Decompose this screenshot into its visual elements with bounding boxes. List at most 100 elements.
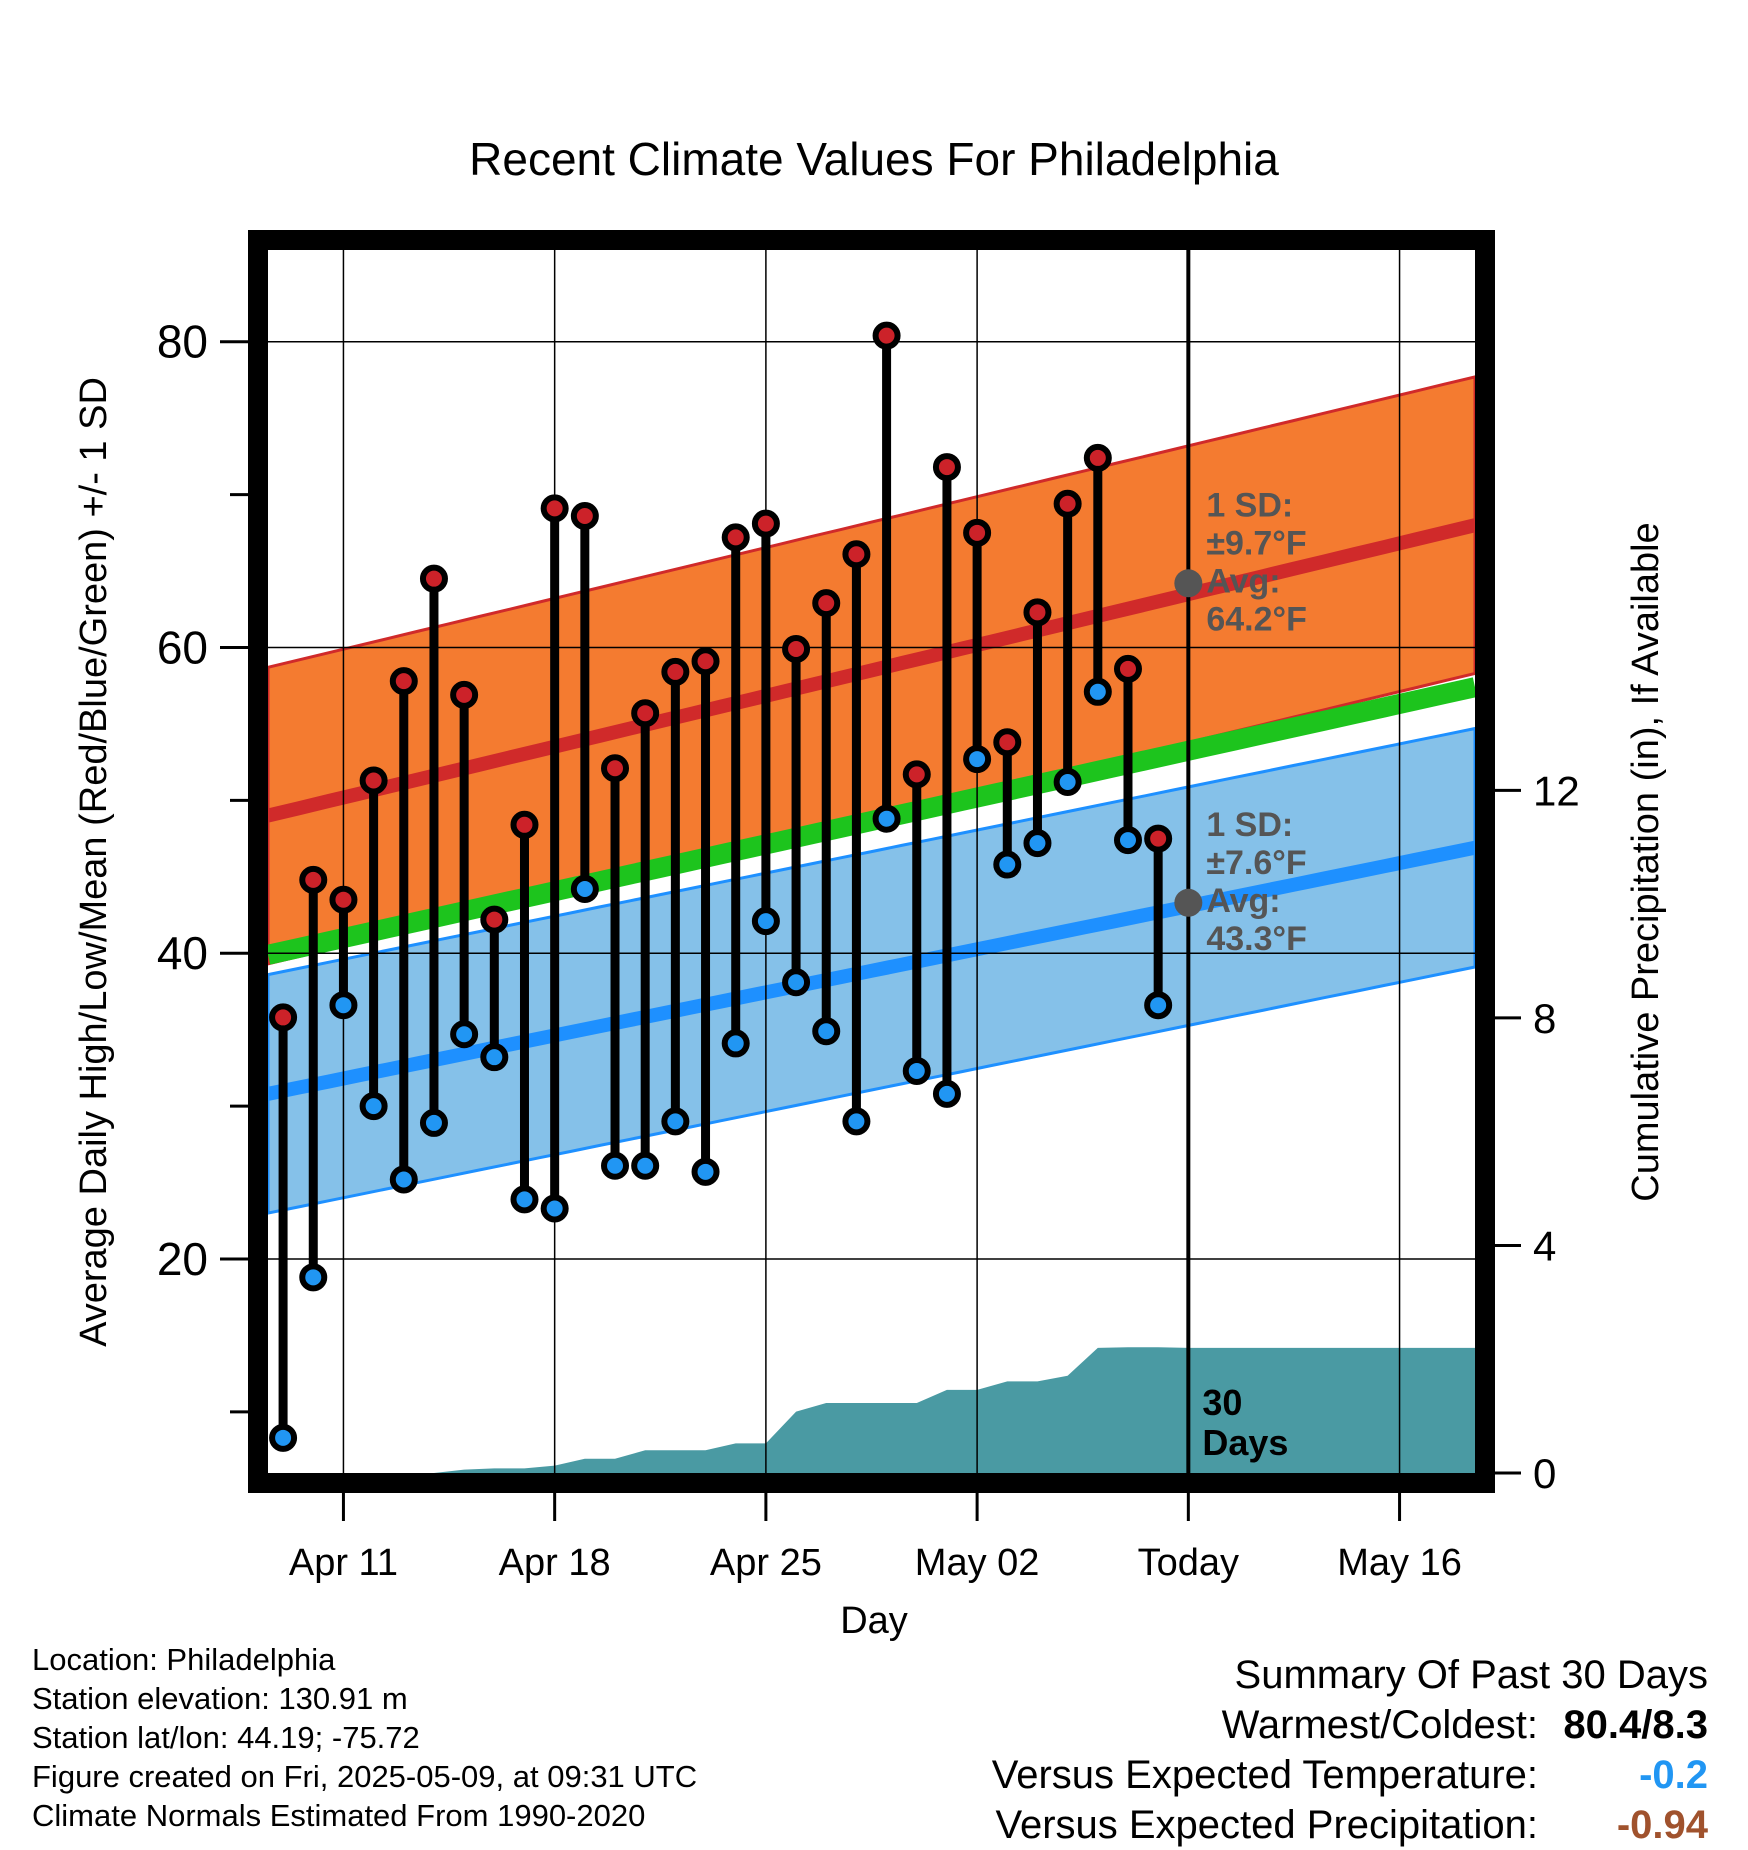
normals-text: Climate Normals Estimated From 1990-2020 — [32, 1798, 646, 1833]
high-point — [1053, 489, 1082, 518]
today-high-avg-marker — [1174, 569, 1203, 598]
high-point — [812, 589, 841, 618]
precipitation-area — [268, 1347, 1475, 1473]
high-annotation-line3: Avg: — [1206, 562, 1280, 600]
summary-row-precip: Versus Expected Precipitation: -0.94 — [992, 1800, 1708, 1850]
low-point — [419, 1108, 448, 1137]
low-point — [510, 1185, 539, 1214]
low-point — [661, 1107, 690, 1136]
high-annotation-line1: 1 SD: — [1206, 486, 1293, 524]
high-point — [269, 1003, 298, 1032]
high-point — [631, 699, 660, 728]
high-point — [601, 754, 630, 783]
temp-value: -0.2 — [1639, 1753, 1708, 1797]
high-point — [963, 518, 992, 547]
days-label-text: Days — [1202, 1422, 1288, 1463]
high-point — [902, 760, 931, 789]
high-point — [329, 885, 358, 914]
high-point — [419, 564, 448, 593]
high-point — [782, 635, 811, 664]
high-point — [691, 647, 720, 676]
low-point — [993, 850, 1022, 879]
elevation-text: Station elevation: 130.91 m — [32, 1681, 408, 1716]
low-annotation-line1: 1 SD: — [1206, 806, 1293, 844]
high-point — [450, 680, 479, 709]
y2-tick-label: 8 — [1533, 995, 1556, 1042]
low-point — [450, 1020, 479, 1049]
summary-row-temp: Versus Expected Temperature: -0.2 — [992, 1750, 1708, 1800]
low-point — [751, 907, 780, 936]
high-annotation-line4: 64.2°F — [1206, 600, 1307, 638]
high-point — [993, 728, 1022, 757]
high-point — [1023, 598, 1052, 627]
latlon-text: Station lat/lon: 44.19; -75.72 — [32, 1720, 420, 1755]
x-tick-label: Apr 18 — [499, 1542, 611, 1584]
high-point — [1083, 443, 1112, 472]
x-tick-label: Apr 11 — [289, 1542, 398, 1584]
y2-tick-label: 12 — [1533, 767, 1580, 814]
low-point — [359, 1092, 388, 1121]
x-axis-label: Day — [840, 1600, 908, 1642]
warmest-value: 80.4/8.3 — [1563, 1703, 1708, 1747]
low-point — [1144, 991, 1173, 1020]
x-tick-label: Today — [1138, 1542, 1239, 1584]
low-point — [1083, 677, 1112, 706]
high-annotation-line2: ±9.7°F — [1206, 524, 1306, 562]
y-tick-label: 60 — [157, 621, 208, 673]
summary-heading: Summary Of Past 30 Days — [1234, 1653, 1708, 1697]
low-point — [480, 1043, 509, 1072]
low-point — [601, 1151, 630, 1180]
low-point — [540, 1194, 569, 1223]
high-point — [872, 321, 901, 350]
precip-value: -0.94 — [1616, 1803, 1708, 1847]
station-info: Location: Philadelphia Station elevation… — [32, 1640, 697, 1835]
low-annotation-line2: ±7.6°F — [1206, 844, 1306, 882]
high-point — [480, 905, 509, 934]
normal-low-line — [266, 840, 1477, 1101]
today-low-avg-marker — [1174, 888, 1203, 917]
low-point — [721, 1029, 750, 1058]
low-point — [570, 875, 599, 904]
low-point — [932, 1079, 961, 1108]
precip-label: Versus Expected Precipitation: — [995, 1803, 1538, 1847]
low-point — [269, 1423, 298, 1452]
chart-title: Recent Climate Values For Philadelphia — [469, 133, 1279, 185]
summary-panel: Summary Of Past 30 Days Warmest/Coldest:… — [992, 1650, 1708, 1850]
y2-axis-label: Cumulative Precipitation (in), If Availa… — [1625, 522, 1667, 1201]
high-point — [299, 865, 328, 894]
days-label-number: 30 — [1202, 1382, 1242, 1423]
low-point — [1023, 829, 1052, 858]
low-annotation-line4: 43.3°F — [1206, 920, 1307, 958]
low-point — [963, 745, 992, 774]
y2-tick-label: 0 — [1533, 1450, 1556, 1497]
x-tick-label: Apr 25 — [710, 1542, 822, 1584]
high-point — [570, 502, 599, 531]
y-tick-label: 40 — [157, 927, 208, 979]
y-axis-label: Average Daily High/Low/Mean (Red/Blue/Gr… — [73, 377, 115, 1347]
x-tick-label: May 16 — [1337, 1542, 1462, 1584]
low-point — [329, 991, 358, 1020]
high-point — [540, 494, 569, 523]
low-point — [299, 1263, 328, 1292]
low-point — [782, 968, 811, 997]
y2-tick-label: 4 — [1533, 1222, 1556, 1269]
high-point — [842, 540, 871, 569]
warmest-label: Warmest/Coldest: — [1221, 1703, 1538, 1747]
high-point — [751, 509, 780, 538]
summary-row-warmest: Warmest/Coldest: 80.4/8.3 — [992, 1700, 1708, 1750]
y-tick-label: 20 — [157, 1233, 208, 1285]
low-point — [691, 1157, 720, 1186]
y-tick-label: 80 — [157, 316, 208, 368]
low-point — [812, 1017, 841, 1046]
location-text: Location: Philadelphia — [32, 1642, 336, 1677]
x-tick-label: May 02 — [915, 1542, 1040, 1584]
normal-mean-line — [265, 677, 1478, 965]
low-point — [1113, 826, 1142, 855]
high-point — [661, 657, 690, 686]
low-point — [902, 1056, 931, 1085]
plot-frame — [248, 230, 1495, 1493]
low-point — [1053, 768, 1082, 797]
low-annotation-line3: Avg: — [1206, 882, 1280, 920]
normal-high-line — [266, 518, 1477, 823]
